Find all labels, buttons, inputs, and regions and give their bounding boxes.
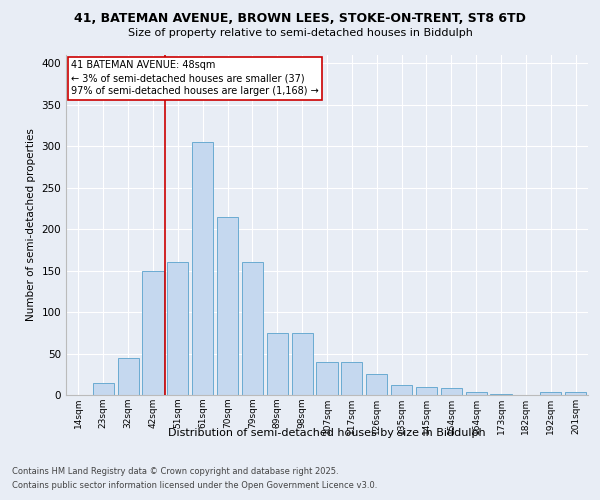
Text: Contains HM Land Registry data © Crown copyright and database right 2025.: Contains HM Land Registry data © Crown c… [12, 468, 338, 476]
Bar [192, 142, 213, 395]
Bar [118, 358, 139, 395]
Bar [316, 362, 338, 395]
Bar [242, 262, 263, 395]
Y-axis label: Number of semi-detached properties: Number of semi-detached properties [26, 128, 36, 322]
Bar [292, 333, 313, 395]
Bar [466, 392, 487, 395]
Bar [391, 385, 412, 395]
Bar [267, 333, 288, 395]
Text: 41, BATEMAN AVENUE, BROWN LEES, STOKE-ON-TRENT, ST8 6TD: 41, BATEMAN AVENUE, BROWN LEES, STOKE-ON… [74, 12, 526, 26]
Bar [565, 392, 586, 395]
Text: 41 BATEMAN AVENUE: 48sqm
← 3% of semi-detached houses are smaller (37)
97% of se: 41 BATEMAN AVENUE: 48sqm ← 3% of semi-de… [71, 60, 319, 96]
Bar [540, 392, 561, 395]
Bar [441, 388, 462, 395]
Bar [366, 374, 387, 395]
Bar [93, 382, 114, 395]
Bar [217, 216, 238, 395]
Text: Distribution of semi-detached houses by size in Biddulph: Distribution of semi-detached houses by … [168, 428, 486, 438]
Text: Contains public sector information licensed under the Open Government Licence v3: Contains public sector information licen… [12, 481, 377, 490]
Bar [167, 262, 188, 395]
Bar [142, 270, 164, 395]
Bar [416, 386, 437, 395]
Text: Size of property relative to semi-detached houses in Biddulph: Size of property relative to semi-detach… [128, 28, 472, 38]
Bar [490, 394, 512, 395]
Bar [341, 362, 362, 395]
